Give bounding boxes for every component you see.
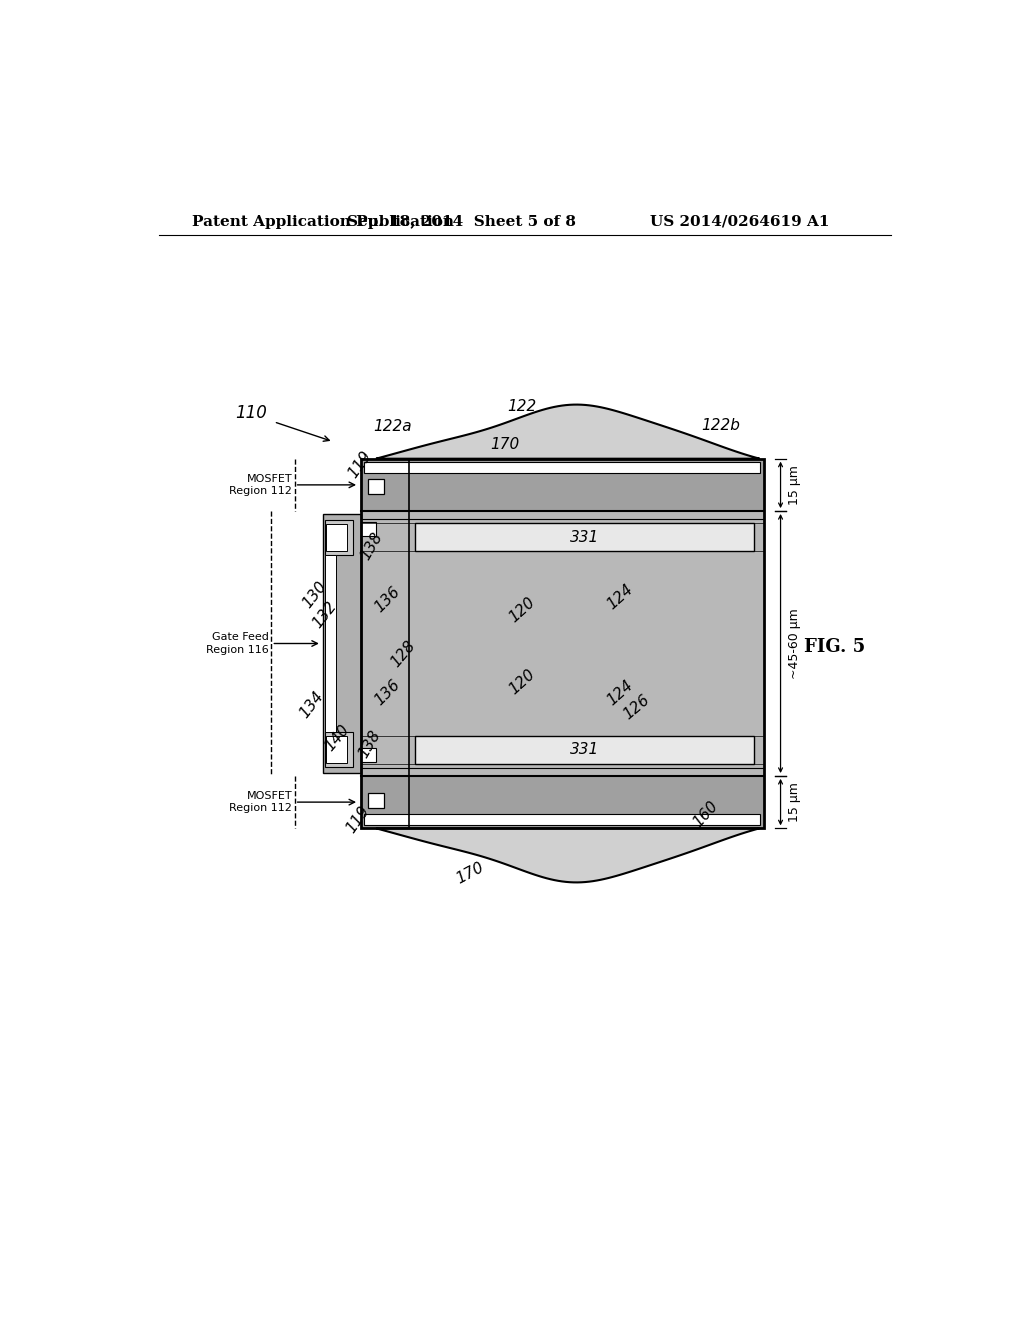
Polygon shape xyxy=(360,459,764,511)
Text: 136: 136 xyxy=(372,677,403,709)
Text: Gate Feed
Region 116: Gate Feed Region 116 xyxy=(206,632,269,655)
Text: 119: 119 xyxy=(343,803,373,836)
Text: 138: 138 xyxy=(357,531,385,562)
Polygon shape xyxy=(324,515,360,774)
Text: 331: 331 xyxy=(569,742,599,758)
Polygon shape xyxy=(325,520,352,554)
Polygon shape xyxy=(369,479,384,494)
Text: Sep. 18, 2014  Sheet 5 of 8: Sep. 18, 2014 Sheet 5 of 8 xyxy=(347,215,575,228)
Text: FIG. 5: FIG. 5 xyxy=(804,639,865,656)
Text: 124: 124 xyxy=(604,677,636,708)
Text: ~45-60 μm: ~45-60 μm xyxy=(788,609,802,678)
Polygon shape xyxy=(360,776,764,829)
Polygon shape xyxy=(325,733,352,767)
Text: 15 μm: 15 μm xyxy=(788,465,802,504)
Polygon shape xyxy=(364,814,761,825)
Text: Patent Application Publication: Patent Application Publication xyxy=(191,215,454,228)
Text: 130: 130 xyxy=(300,578,330,610)
Text: 134: 134 xyxy=(297,689,327,721)
Text: US 2014/0264619 A1: US 2014/0264619 A1 xyxy=(650,215,830,228)
Text: 122b: 122b xyxy=(701,418,740,433)
Text: MOSFET
Region 112: MOSFET Region 112 xyxy=(229,474,292,496)
Polygon shape xyxy=(415,737,755,763)
Text: 15 μm: 15 μm xyxy=(788,783,802,822)
Text: 132: 132 xyxy=(309,599,339,631)
Text: 138: 138 xyxy=(356,727,383,760)
Text: 128: 128 xyxy=(388,638,419,669)
Text: 170: 170 xyxy=(490,437,520,453)
Polygon shape xyxy=(325,554,336,733)
Polygon shape xyxy=(376,829,760,882)
Text: 120: 120 xyxy=(506,667,538,697)
Polygon shape xyxy=(327,737,346,763)
Text: MOSFET
Region 112: MOSFET Region 112 xyxy=(229,791,292,813)
Text: 126: 126 xyxy=(621,692,652,722)
Text: 110: 110 xyxy=(234,404,267,421)
Polygon shape xyxy=(364,462,761,473)
Polygon shape xyxy=(415,524,755,552)
Polygon shape xyxy=(369,793,384,808)
Polygon shape xyxy=(360,748,376,762)
Text: 119: 119 xyxy=(345,449,374,482)
Text: 160: 160 xyxy=(690,799,721,830)
Text: 136: 136 xyxy=(372,583,403,615)
Text: 120: 120 xyxy=(506,594,538,624)
Text: 122a: 122a xyxy=(373,418,412,434)
Text: 331: 331 xyxy=(569,529,599,545)
Text: 122: 122 xyxy=(508,399,537,414)
Text: 170: 170 xyxy=(454,859,486,887)
Polygon shape xyxy=(360,459,764,829)
Text: 140: 140 xyxy=(322,722,352,754)
Polygon shape xyxy=(327,524,346,552)
Text: 124: 124 xyxy=(604,582,636,612)
Polygon shape xyxy=(376,405,760,459)
Polygon shape xyxy=(360,521,376,536)
